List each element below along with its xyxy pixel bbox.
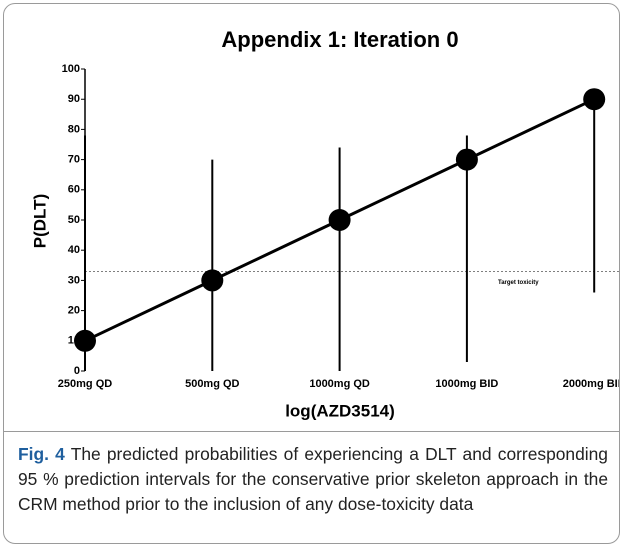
y-tick-label: 70 — [68, 154, 80, 166]
y-tick-label: 80 — [68, 123, 80, 135]
figure: Appendix 1: Iteration 0 P(DLT) log(AZD35… — [3, 3, 620, 544]
x-tick-label: 500mg QD — [185, 378, 239, 390]
x-axis-label: log(AZD3514) — [285, 401, 395, 420]
caption-label: Fig. 4 — [18, 444, 65, 464]
y-tick-label: 0 — [74, 365, 80, 377]
y-tick-label: 100 — [62, 63, 80, 75]
chart-title: Appendix 1: Iteration 0 — [221, 27, 458, 52]
point — [455, 148, 478, 171]
y-tick-label: 90 — [68, 93, 80, 105]
point — [328, 209, 351, 231]
point — [74, 329, 96, 352]
point — [583, 88, 606, 111]
separator — [4, 431, 619, 432]
y-tick-label: 30 — [68, 274, 80, 286]
y-axis-label: P(DLT) — [30, 194, 49, 248]
caption-text: The predicted probabilities of experienc… — [18, 444, 608, 514]
y-tick-label: 50 — [68, 214, 80, 226]
x-tick-label: 1000mg BID — [435, 378, 498, 390]
x-tick-label: 250mg QD — [58, 378, 112, 390]
caption: Fig. 4 The predicted probabilities of ex… — [18, 442, 608, 517]
chart: Appendix 1: Iteration 0 P(DLT) log(AZD35… — [30, 27, 620, 420]
x-tick-label: 1000mg QD — [309, 378, 370, 390]
y-tick-label: 40 — [68, 244, 80, 256]
x-tick-label: 2000mg BID — [563, 378, 620, 390]
point — [201, 269, 224, 292]
y-tick-label: 60 — [68, 184, 80, 196]
reference-label: Target toxicity — [498, 280, 539, 286]
y-tick-label: 20 — [68, 305, 80, 317]
